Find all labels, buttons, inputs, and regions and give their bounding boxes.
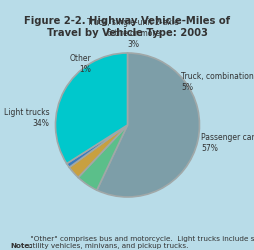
Text: "Other" comprises bus and motorcycle.  Light trucks include sport
utility vehicl: "Other" comprises bus and motorcycle. Li…	[27, 236, 254, 249]
Text: Truck, combination
5%: Truck, combination 5%	[181, 72, 253, 92]
Wedge shape	[78, 125, 127, 190]
Wedge shape	[67, 125, 127, 167]
Wedge shape	[55, 53, 127, 164]
Text: Other
1%: Other 1%	[70, 54, 91, 74]
Text: Note:: Note:	[10, 243, 32, 249]
Wedge shape	[69, 125, 127, 178]
Text: Passenger car
57%: Passenger car 57%	[200, 133, 254, 153]
Text: Figure 2-2. Highway Vehicle-Miles of
Travel by Vehicle Type: 2003: Figure 2-2. Highway Vehicle-Miles of Tra…	[24, 16, 230, 38]
Text: Truck, single-unit 2-axle
6-tire or more
3%: Truck, single-unit 2-axle 6-tire or more…	[87, 18, 178, 50]
Wedge shape	[97, 53, 199, 197]
Text: Light trucks
34%: Light trucks 34%	[4, 108, 50, 128]
